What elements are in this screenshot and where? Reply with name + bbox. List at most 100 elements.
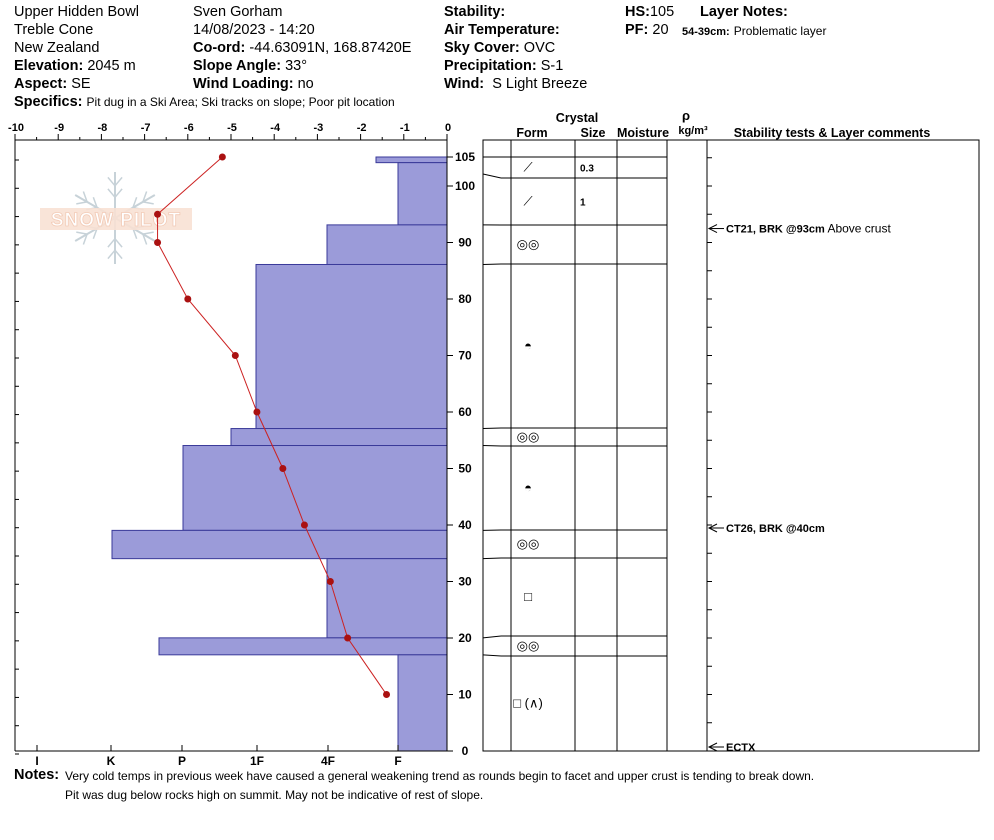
temp-tick-label: -2: [357, 122, 367, 134]
table-frame: [482, 139, 980, 752]
hardness-bar: [375, 156, 448, 164]
pf-label: PF:: [625, 22, 649, 38]
moisture-header: Moisture: [617, 126, 669, 140]
density-unit-header: kg/m³: [678, 125, 708, 137]
snowflake-branch-icon: [82, 191, 88, 203]
stability-test-result: ECTX: [726, 742, 756, 754]
precip-value: S-1: [540, 58, 564, 74]
region-name: New Zealand: [14, 40, 100, 56]
notes-line-1: Very cold temps in previous week have ca…: [65, 769, 815, 783]
specifics-value: Pit dug in a Ski Area; Ski tracks on slo…: [86, 95, 395, 109]
temp-tick-label: -6: [184, 122, 194, 134]
snowflake-branch-icon: [114, 188, 123, 198]
precip-label: Precipitation:: [444, 58, 537, 74]
hardness-bar: [255, 263, 448, 430]
layer-note-text: Problematic layer: [733, 24, 827, 38]
layer-notes-label: Layer Notes:: [700, 4, 788, 20]
chart-frame: -10 -9 -8 -7 -6 -5 -4 -3 -2 -1 0105100908070605040…: [8, 122, 475, 768]
coord-label: Co-ord:: [193, 40, 246, 56]
snowflake-branch-icon: [132, 225, 144, 230]
observation-datetime: 14/08/2023 - 14:20: [193, 22, 315, 38]
height-tick-label: 100: [455, 179, 475, 193]
snowflake-branch-icon: [107, 238, 116, 248]
snowflake-branch-icon: [132, 228, 138, 239]
height-tick-label: 20: [458, 631, 472, 645]
wind: Wind: S Light Breeze: [444, 76, 587, 93]
temp-tick-label: 0: [445, 122, 451, 134]
snowflake-branch-icon: [114, 249, 123, 260]
wind-value: S Light Breeze: [492, 76, 588, 92]
temperature-point: [154, 239, 162, 246]
layer-note-range: 54-39cm:: [682, 26, 730, 38]
form-header: Form: [516, 126, 547, 140]
temp-tick-label: -3: [314, 122, 324, 134]
slope-value: 33°: [285, 58, 308, 74]
temperature-point: [154, 210, 162, 218]
temperature-point: [326, 578, 334, 585]
sky-label: Sky Cover:: [444, 40, 520, 56]
coord-value: -44.63091N, 168.87420E: [249, 40, 412, 56]
precipitation: Precipitation: S-1: [444, 58, 563, 75]
temp-tick-label: -9: [54, 122, 64, 134]
stability-test-comment: Above crust: [825, 222, 892, 236]
hardness-label: K: [107, 754, 116, 768]
density-header: ρ: [682, 108, 690, 123]
stability-test-result: CT26, BRK @40cm: [726, 523, 825, 535]
mf-form-icon: ◎◎: [517, 429, 540, 444]
snowflake-branch-icon: [92, 228, 98, 239]
hardness-label: I: [35, 754, 38, 768]
snowflake-branch-icon: [86, 206, 98, 211]
hs-value: 105: [649, 4, 675, 20]
specifics-label: Specifics:: [14, 94, 83, 110]
temperature-point: [279, 465, 287, 472]
sky-cover: Sky Cover: OVC: [444, 40, 555, 57]
stability: Stability:: [444, 4, 505, 21]
temp-tick-label: -1: [400, 122, 410, 134]
wind-loading: Wind Loading: no: [193, 76, 314, 93]
snowflake-branch-icon: [132, 206, 144, 211]
temp-tick-label: -8: [98, 122, 108, 134]
layer-connector: [482, 635, 502, 639]
hardness-bar: [158, 637, 448, 656]
elevation: Elevation: 2045 m: [14, 58, 136, 75]
layer-connector: [482, 427, 502, 430]
notes-line-2: Pit was dug below rocks high on summit. …: [65, 788, 484, 802]
hardness-label: 4F: [321, 754, 335, 768]
height-tick-label: 10: [458, 688, 472, 702]
stability-label: Stability:: [444, 4, 506, 20]
stability-test-label: CT26, BRK @40cm: [726, 523, 825, 535]
snowflake-branch-icon: [76, 201, 88, 205]
hardness-label: P: [178, 754, 186, 768]
snowflake-branch-icon: [142, 233, 148, 245]
height-tick-label: 30: [458, 575, 472, 589]
observer-name: Sven Gorham: [193, 4, 283, 20]
snowflake-branch-icon: [82, 233, 88, 245]
hardness-bar: [397, 654, 448, 752]
temperature-profile: [154, 153, 391, 698]
size-header: Size: [580, 126, 605, 140]
temp-tick-label: -7: [141, 122, 151, 134]
height-tick-label: 50: [458, 462, 472, 476]
snowflake-branch-icon: [107, 188, 116, 198]
aspect-label: Aspect:: [14, 76, 68, 92]
height-tick-label: 105: [455, 150, 475, 164]
stability-test-label: ECTX: [726, 742, 756, 754]
area-name: Treble Cone: [14, 22, 94, 38]
hardness-bar: [111, 529, 448, 560]
mf-form-icon: ◎◎: [517, 237, 540, 252]
layer-note: 54-39cm: Problematic layer: [682, 23, 826, 40]
crystal-header: Crystal: [556, 111, 598, 125]
aspect-value: SE: [71, 76, 91, 92]
hardness-profile: [111, 156, 448, 752]
snowflake-arm-icon: [74, 194, 116, 219]
hardness-label: 1F: [250, 754, 264, 768]
dec-form-icon: ⟋: [523, 160, 533, 175]
aspect: Aspect: SE: [14, 76, 91, 93]
sky-value: OVC: [523, 40, 556, 56]
hardness-bar: [397, 162, 448, 226]
snowflake-branch-icon: [142, 231, 154, 235]
slope-label: Slope Angle:: [193, 58, 282, 74]
snowflake-branch-icon: [132, 197, 138, 208]
temp-tick-label: -4: [270, 122, 281, 134]
snowflake-arm-icon: [114, 217, 156, 242]
